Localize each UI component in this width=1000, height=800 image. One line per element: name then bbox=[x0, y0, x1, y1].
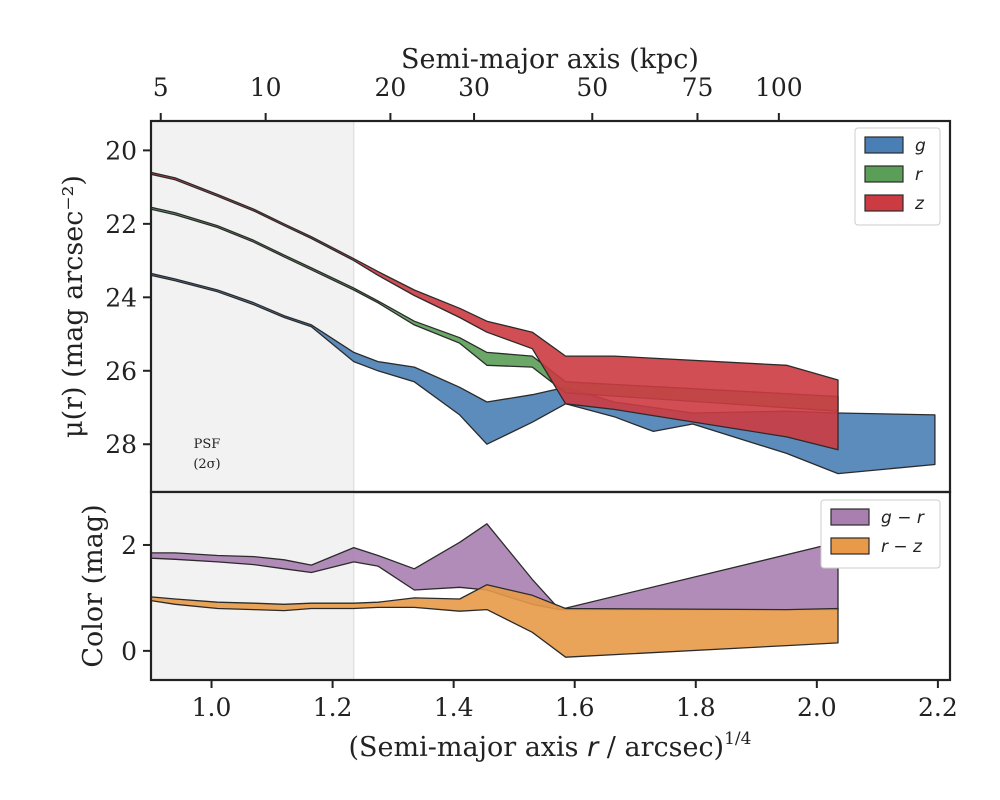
color-profile-panel: 02 1.0 1.2 1.4 1.6 1.8 2.0 2.2 Color (mag) (Se… bbox=[78, 490, 958, 763]
y-tick-label: 26 bbox=[105, 357, 137, 386]
legend-swatch-r-minus-z bbox=[830, 537, 870, 555]
y-tick-label: 20 bbox=[105, 136, 137, 165]
x-tick-label: 2.0 bbox=[797, 693, 837, 722]
kpc-tick-label: 30 bbox=[458, 73, 490, 102]
y-tick-label: 2 bbox=[121, 531, 137, 560]
top-legend: grz bbox=[854, 127, 941, 226]
bottom-x-axis-label: (Semi-major axis r / arcsec)1/4 bbox=[349, 729, 752, 763]
kpc-tick-label: 5 bbox=[153, 73, 169, 102]
kpc-tick-label: 20 bbox=[375, 73, 407, 102]
top-y-axis-label: μ(r) (mag arcsec⁻²) bbox=[58, 175, 89, 438]
legend-label-r-minus-z: r − z bbox=[881, 537, 923, 557]
y-tick-label: 22 bbox=[105, 210, 137, 239]
bottom-legend: g − r r − z bbox=[820, 499, 941, 569]
legend-swatch-g bbox=[864, 136, 904, 154]
kpc-tick-label: 10 bbox=[250, 73, 282, 102]
x-tick-label: 1.4 bbox=[434, 693, 474, 722]
psf-shaded-region-bottom bbox=[150, 491, 355, 681]
psf-shaded-region bbox=[150, 120, 355, 493]
legend-label-g-minus-r: g − r bbox=[881, 508, 925, 528]
legend-swatch-r bbox=[864, 165, 904, 183]
kpc-tick-label: 75 bbox=[682, 73, 714, 102]
kpc-axis-ticks: 5 10 20 30 50 75 100 bbox=[153, 73, 803, 121]
x-tick-label: 1.8 bbox=[676, 693, 716, 722]
bottom-plot-frame bbox=[149, 490, 952, 682]
legend-swatch-g-minus-r bbox=[830, 508, 870, 526]
kpc-tick-label: 100 bbox=[755, 73, 803, 102]
x-tick-label: 2.2 bbox=[918, 693, 958, 722]
psf-label-line2: (2σ) bbox=[193, 457, 220, 472]
bottom-y-axis-ticks: 02 bbox=[121, 531, 151, 666]
surface-brightness-bands bbox=[151, 171, 936, 475]
top-y-axis-ticks: 20 22 24 26 28 bbox=[105, 136, 151, 459]
x-tick-label: 1.0 bbox=[192, 693, 232, 722]
legend-label-r: r bbox=[915, 165, 923, 185]
series-z-band bbox=[151, 171, 839, 451]
bottom-x-axis-ticks: 1.0 1.2 1.4 1.6 1.8 2.0 2.2 bbox=[192, 680, 958, 722]
psf-label-line1: PSF bbox=[194, 437, 221, 452]
series-r-minus-z-band bbox=[151, 584, 839, 658]
bottom-y-axis-label: Color (mag) bbox=[78, 504, 109, 667]
surface-brightness-panel: 20 22 24 26 28 5 10 20 30 50 75 100 Semi-major axi… bbox=[58, 44, 952, 494]
x-tick-label: 1.6 bbox=[555, 693, 595, 722]
y-tick-label: 0 bbox=[121, 637, 137, 666]
legend-label-g: g bbox=[915, 136, 926, 156]
kpc-tick-label: 50 bbox=[576, 73, 608, 102]
y-tick-label: 28 bbox=[105, 430, 137, 459]
legend-swatch-z bbox=[864, 194, 904, 212]
color-bands bbox=[151, 523, 839, 658]
x-tick-label: 1.2 bbox=[313, 693, 353, 722]
kpc-axis-label: Semi-major axis (kpc) bbox=[401, 44, 699, 75]
legend-label-z: z bbox=[914, 194, 925, 214]
y-tick-label: 24 bbox=[105, 283, 137, 312]
